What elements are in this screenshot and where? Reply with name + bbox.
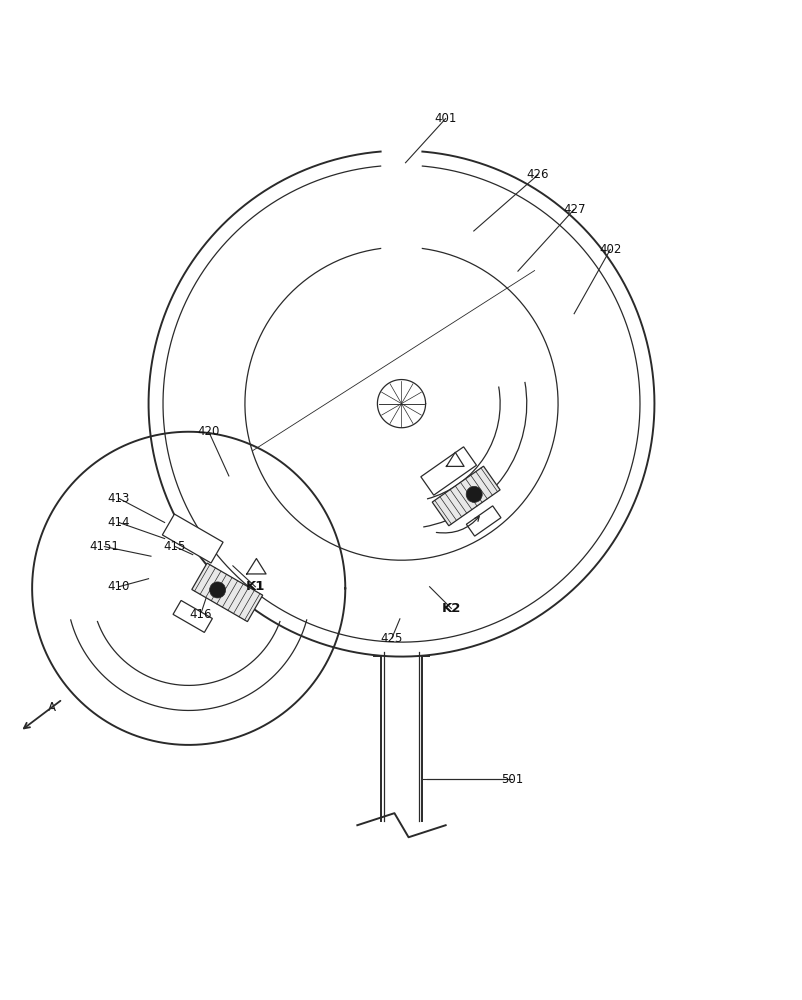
Text: 402: 402 bbox=[598, 243, 621, 256]
Text: 427: 427 bbox=[562, 203, 585, 216]
Text: 410: 410 bbox=[107, 580, 130, 593]
Text: 401: 401 bbox=[434, 112, 456, 125]
Text: 425: 425 bbox=[380, 632, 403, 645]
Text: 4151: 4151 bbox=[89, 540, 119, 553]
Polygon shape bbox=[192, 563, 262, 622]
Text: 414: 414 bbox=[107, 516, 130, 529]
Polygon shape bbox=[431, 466, 500, 526]
Polygon shape bbox=[466, 506, 500, 536]
Polygon shape bbox=[420, 447, 476, 495]
Text: 413: 413 bbox=[107, 492, 130, 505]
Text: 420: 420 bbox=[197, 425, 220, 438]
Text: 416: 416 bbox=[189, 608, 212, 621]
Polygon shape bbox=[173, 600, 212, 632]
Text: K1: K1 bbox=[245, 580, 265, 593]
Text: 426: 426 bbox=[526, 168, 549, 181]
Polygon shape bbox=[162, 514, 223, 563]
FancyArrowPatch shape bbox=[435, 516, 479, 533]
Circle shape bbox=[209, 582, 225, 598]
Text: A: A bbox=[48, 701, 56, 714]
Text: K2: K2 bbox=[441, 602, 460, 615]
Circle shape bbox=[466, 486, 482, 502]
Text: 501: 501 bbox=[500, 773, 523, 786]
Text: 415: 415 bbox=[164, 540, 186, 553]
